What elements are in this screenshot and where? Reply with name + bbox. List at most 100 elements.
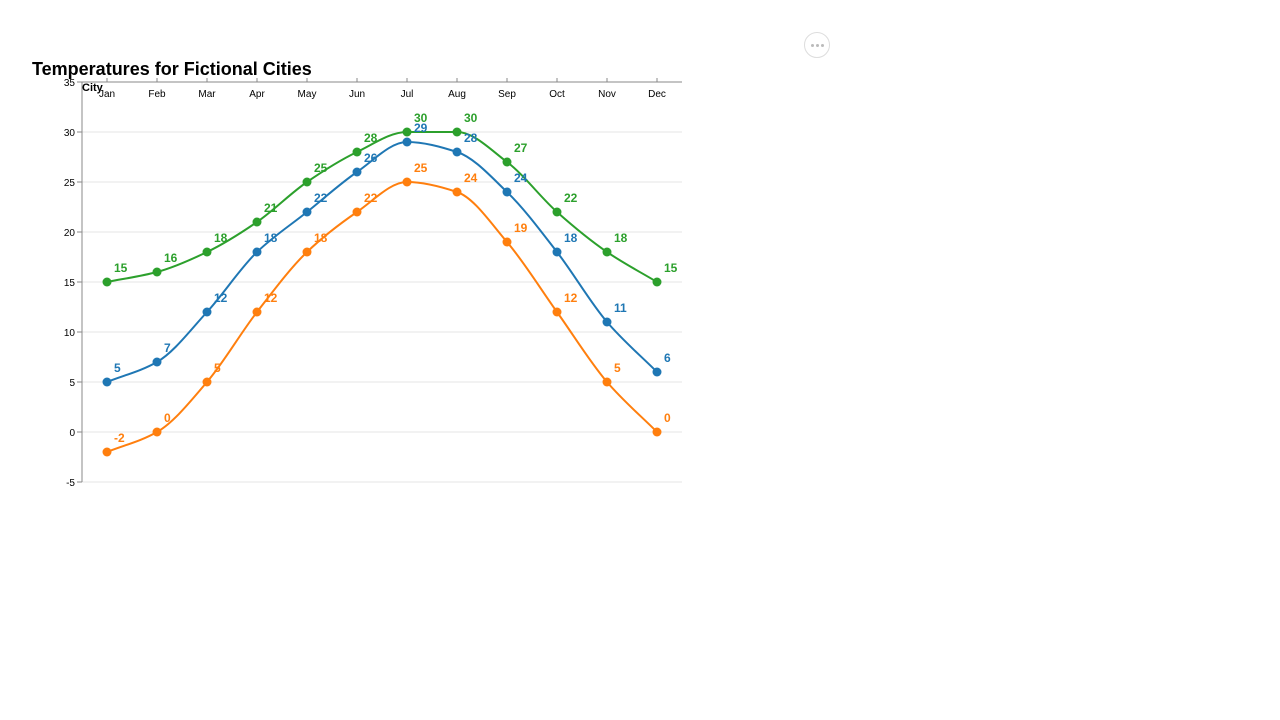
data-label: 0 [164,411,171,425]
data-label: 30 [464,111,478,125]
more-options-button[interactable] [804,32,830,58]
data-point[interactable] [402,177,412,187]
x-tick-label: Aug [448,89,466,100]
data-label: 28 [464,131,478,145]
data-point[interactable] [102,447,112,457]
y-tick-label: 10 [64,328,76,339]
data-point[interactable] [102,377,112,387]
data-point[interactable] [152,357,162,367]
data-label: 18 [614,231,628,245]
y-tick-label: 25 [64,178,76,189]
data-label: 11 [614,301,627,315]
data-label: 15 [664,261,678,275]
data-point[interactable] [152,427,162,437]
data-label: 22 [564,191,578,205]
data-label: 18 [564,231,578,245]
data-label: -2 [114,431,125,445]
data-label: 12 [264,291,278,305]
data-point[interactable] [352,207,362,217]
y-tick-label: 30 [64,128,76,139]
more-horizontal-icon-dot [821,44,824,47]
x-tick-label: Apr [249,89,265,100]
x-tick-label: Oct [549,89,565,100]
data-point[interactable] [552,207,562,217]
data-point[interactable] [452,127,462,137]
series-line-1 [106,131,658,283]
x-tick-label: May [298,89,317,100]
data-label: 24 [464,171,478,185]
data-point[interactable] [202,307,212,317]
more-horizontal-icon [811,44,814,47]
data-label: 30 [414,111,428,125]
x-tick-label: Jan [99,89,115,100]
data-point[interactable] [502,187,512,197]
data-point[interactable] [302,247,312,257]
y-tick-label: 0 [69,428,75,439]
data-label: 19 [514,221,528,235]
data-point[interactable] [452,187,462,197]
data-point[interactable] [102,277,112,287]
data-label: 16 [164,251,178,265]
more-horizontal-icon-dot [816,44,819,47]
data-label: 12 [214,291,228,305]
data-point[interactable] [502,237,512,247]
data-label: 29 [414,121,428,135]
data-point[interactable] [552,247,562,257]
data-point[interactable] [352,147,362,157]
data-label: 18 [314,231,328,245]
data-label: 25 [314,161,328,175]
series-line-3 [106,180,658,453]
data-label: 28 [364,131,378,145]
data-label: 5 [614,361,621,375]
data-label: 0 [664,411,671,425]
y-tick-label: 20 [64,228,76,239]
data-point[interactable] [552,307,562,317]
data-point[interactable] [302,177,312,187]
data-point[interactable] [652,367,662,377]
data-point[interactable] [602,377,612,387]
data-label: 25 [414,161,428,175]
x-tick-label: Sep [498,89,516,100]
data-label: 7 [164,341,171,355]
data-point[interactable] [402,127,412,137]
data-label: 6 [664,351,671,365]
data-point[interactable] [402,137,412,147]
data-point[interactable] [652,277,662,287]
data-point[interactable] [452,147,462,157]
x-tick-label: Dec [648,89,666,100]
x-tick-label: Feb [148,89,166,100]
data-point[interactable] [252,247,262,257]
data-point[interactable] [652,427,662,437]
data-label: 18 [214,231,228,245]
y-tick-label: 15 [64,278,76,289]
x-tick-label: Jul [401,89,414,100]
data-label: 5 [214,361,221,375]
data-label: 22 [314,191,328,205]
data-label: 12 [564,291,578,305]
legend-title: City [82,82,104,94]
data-label: 15 [114,261,128,275]
series-line-2 [106,140,658,383]
y-tick-label: 5 [69,378,75,389]
y-tick-label: 35 [64,78,76,89]
data-point[interactable] [152,267,162,277]
data-point[interactable] [302,207,312,217]
data-point[interactable] [252,217,262,227]
data-point[interactable] [352,167,362,177]
y-tick-label: -5 [66,478,75,489]
data-point[interactable] [202,247,212,257]
chart-title: Temperatures for Fictional Cities [32,59,312,79]
data-point[interactable] [502,157,512,167]
data-point[interactable] [252,307,262,317]
x-tick-label: Jun [349,89,365,100]
data-label: 22 [364,191,378,205]
data-label: 18 [264,231,278,245]
data-label: 24 [514,171,528,185]
data-label: 26 [364,151,378,165]
data-label: 5 [114,361,121,375]
data-point[interactable] [602,247,612,257]
x-tick-label: Nov [598,89,616,100]
data-point[interactable] [202,377,212,387]
data-point[interactable] [602,317,612,327]
